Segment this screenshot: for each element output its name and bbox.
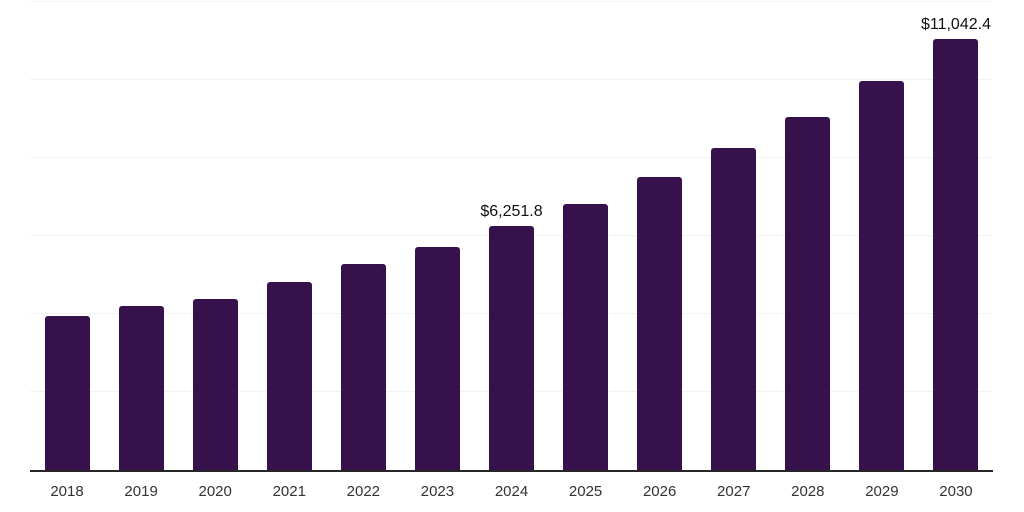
x-tick-label-2022: 2022 bbox=[346, 483, 381, 500]
bar-slot-2020 bbox=[178, 2, 252, 470]
bar-2021 bbox=[266, 282, 312, 470]
x-tick-label-2029: 2029 bbox=[865, 483, 899, 500]
bar-2024 bbox=[489, 226, 534, 470]
bar-slot-2030: $11,042.4 bbox=[919, 2, 993, 470]
bar-slot-2027 bbox=[697, 2, 771, 470]
bar-slot-2026 bbox=[623, 2, 697, 470]
bar-slot-2029 bbox=[845, 2, 919, 470]
bar-slot-2024: $6,251.8 bbox=[474, 2, 548, 470]
x-tick-label-2027: 2027 bbox=[717, 483, 751, 500]
x-tick-label-2026: 2026 bbox=[642, 483, 677, 500]
x-axis-line bbox=[30, 470, 993, 472]
x-tick-label-2024: 2024 bbox=[494, 483, 529, 500]
x-tick-label-2028: 2028 bbox=[791, 483, 825, 500]
bar-2018 bbox=[44, 315, 90, 470]
bar-2030 bbox=[933, 39, 979, 470]
bar-2029 bbox=[859, 80, 905, 470]
data-label-2024: $6,251.8 bbox=[480, 203, 543, 221]
bar-slot-2023 bbox=[400, 2, 474, 470]
bar-slot-2018 bbox=[30, 2, 104, 470]
bar-slot-2022 bbox=[326, 2, 400, 470]
bar-2022 bbox=[340, 264, 386, 470]
bar-slot-2025 bbox=[549, 2, 623, 470]
gridline bbox=[30, 1, 993, 2]
gridline bbox=[30, 157, 993, 159]
plot-area: $6,251.8 $11,042.4 bbox=[30, 1, 993, 472]
x-tick-label-2025: 2025 bbox=[568, 483, 603, 500]
x-axis-tick-labels: 2018 2019 2020 2021 2022 2023 2024 2025 2026 2027… bbox=[30, 484, 993, 499]
x-tick-label-2030: 2030 bbox=[939, 483, 973, 500]
bar-2019 bbox=[118, 305, 164, 470]
bar-2020 bbox=[192, 298, 238, 470]
bar-2028 bbox=[785, 117, 831, 470]
bar-2027 bbox=[711, 147, 757, 470]
bar-slot-2028 bbox=[771, 2, 845, 470]
bar-series: $6,251.8 $11,042.4 bbox=[30, 2, 993, 470]
bar-2023 bbox=[414, 246, 460, 470]
gridline bbox=[30, 79, 993, 80]
x-tick-label-2020: 2020 bbox=[198, 483, 232, 500]
bar-slot-2021 bbox=[252, 2, 326, 470]
x-tick-label-2021: 2021 bbox=[272, 483, 306, 500]
x-tick-label-2023: 2023 bbox=[420, 483, 455, 500]
bar-2025 bbox=[563, 203, 609, 470]
data-label-2030: $11,042.4 bbox=[920, 16, 991, 34]
bar-2026 bbox=[637, 177, 683, 470]
x-tick-label-2018: 2018 bbox=[50, 483, 84, 500]
bar-slot-2019 bbox=[104, 2, 178, 470]
x-tick-label-2019: 2019 bbox=[124, 483, 158, 500]
